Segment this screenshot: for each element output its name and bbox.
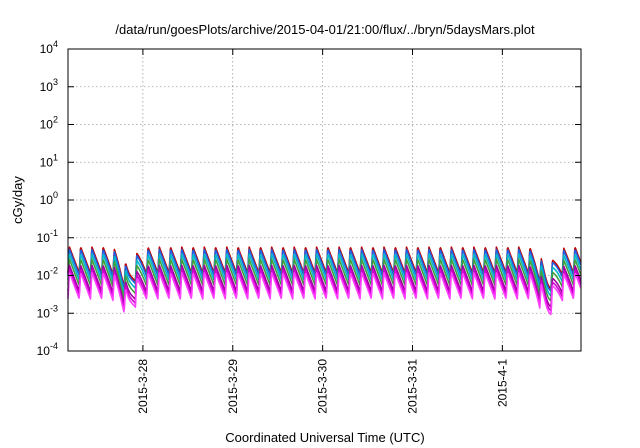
y-tick-exponent: -2 (50, 266, 58, 276)
x-tick-label: 2015-3-30 (316, 359, 330, 414)
y-tick-base: 10 (37, 269, 51, 283)
y-tick-base: 10 (37, 231, 51, 245)
y-tick-exponent: -4 (50, 341, 58, 351)
y-tick-exponent: 3 (53, 77, 58, 87)
y-axis-label: cGy/day (10, 176, 25, 224)
series-line (67, 272, 582, 316)
y-tick-label: 102 (40, 115, 58, 132)
y-tick-exponent: 0 (53, 190, 58, 200)
y-tick-base: 10 (40, 155, 54, 169)
y-tick-base: 10 (40, 193, 54, 207)
x-tick-label: 2015-3-31 (405, 359, 419, 414)
series-layer (67, 246, 582, 316)
y-tick-label: 10-3 (37, 303, 58, 320)
y-tick-label: 10-4 (37, 341, 58, 358)
y-tick-exponent: 1 (53, 152, 58, 162)
x-axis-label: Coordinated Universal Time (UTC) (225, 430, 424, 445)
y-tick-exponent: -1 (50, 228, 58, 238)
y-tick-base: 10 (40, 42, 54, 56)
y-tick-label: 101 (40, 152, 58, 169)
x-tick-label: 2015-3-28 (136, 359, 150, 414)
x-tick-label: 2015-3-29 (226, 359, 240, 414)
y-tick-base: 10 (37, 306, 51, 320)
y-tick-exponent: 4 (53, 39, 58, 49)
y-tick-label: 104 (40, 39, 58, 56)
y-tick-base: 10 (40, 80, 54, 94)
y-tick-label: 100 (40, 190, 58, 207)
y-tick-base: 10 (37, 344, 51, 358)
y-tick-label: 103 (40, 77, 58, 94)
grid-layer (68, 49, 581, 351)
y-tick-base: 10 (40, 118, 54, 132)
y-tick-exponent: -3 (50, 303, 58, 313)
y-tick-label: 10-2 (37, 266, 58, 283)
x-axis-ticks: 2015-3-28 2015-3-29 2015-3-30 2015-3-31 2015… (136, 49, 509, 414)
chart-title: /data/run/goesPlots/archive/2015-04-01/2… (115, 22, 535, 37)
y-tick-label: 10-1 (37, 228, 58, 245)
y-tick-exponent: 2 (53, 115, 58, 125)
x-tick-label: 2015-4-1 (495, 359, 509, 407)
